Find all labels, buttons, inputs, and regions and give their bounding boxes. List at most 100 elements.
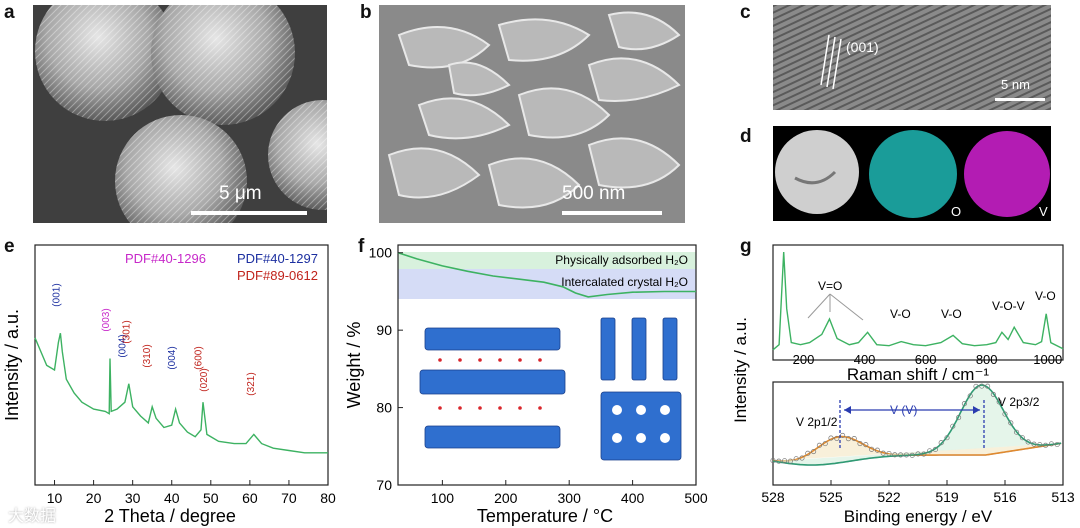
tga-chart: Physically adsorbed H₂O Intercalated cry… bbox=[345, 244, 708, 526]
panel-letter-c: c bbox=[740, 2, 751, 23]
xps-data-point bbox=[1054, 441, 1060, 448]
xps-data-point bbox=[1037, 442, 1043, 448]
xps-x-tick-label: 528 bbox=[761, 489, 785, 505]
xrd-x-tick-label: 50 bbox=[203, 490, 219, 506]
sem-image-nanosheets: 500 nm bbox=[379, 5, 685, 223]
panel-letter-d: d bbox=[740, 126, 752, 147]
xps-data-point bbox=[822, 441, 828, 447]
tga-y-tick-label: 90 bbox=[376, 322, 392, 338]
tga-x-tick-label: 100 bbox=[431, 490, 455, 506]
xrd-legend-3: PDF#89-0612 bbox=[237, 268, 318, 283]
raman-label-v-o-double: V=O bbox=[818, 279, 842, 293]
xrd-x-tick-label: 30 bbox=[125, 490, 141, 506]
raman-label-v-o-1: V-O bbox=[890, 307, 911, 321]
scale-bar-label-b: 500 nm bbox=[562, 183, 626, 204]
xps-x-tick-label: 516 bbox=[993, 489, 1017, 505]
raman-x-axis-label: Raman shift / cm⁻¹ bbox=[847, 365, 990, 384]
tga-y-tick-label: 100 bbox=[369, 245, 393, 261]
xps-data-point bbox=[886, 450, 892, 457]
xps-data-point bbox=[787, 458, 793, 464]
raman-series-line bbox=[772, 251, 1064, 351]
tga-band-intercalated bbox=[398, 269, 696, 299]
g-y-axis-label: Intensity / a.u. bbox=[731, 317, 750, 423]
panel-letter-e: e bbox=[4, 236, 15, 257]
xrd-peak-label: (321) bbox=[246, 372, 257, 395]
xps-data-point bbox=[776, 458, 782, 464]
xps-data-point bbox=[880, 450, 886, 456]
xps-data-point bbox=[845, 436, 851, 442]
tga-band-label-2: Intercalated crystal H₂O bbox=[561, 275, 688, 289]
raman-label-v-o-2: V-O bbox=[941, 307, 962, 321]
xps-label-2p32: V 2p3/2 bbox=[998, 395, 1040, 409]
xps-data-point bbox=[1031, 441, 1037, 447]
panel-letter-a: a bbox=[4, 2, 15, 23]
tga-x-tick-label: 300 bbox=[558, 490, 582, 506]
xps-data-point bbox=[944, 435, 950, 441]
xps-data-point bbox=[869, 446, 875, 452]
xps-data-point bbox=[1008, 420, 1014, 426]
tga-x-axis-label: Temperature / °C bbox=[477, 506, 613, 526]
crystal-structure-inset-right bbox=[600, 317, 682, 461]
scale-bar-label-a: 5 μm bbox=[219, 183, 262, 204]
xps-data-point bbox=[1002, 411, 1008, 417]
xps-data-point bbox=[863, 442, 869, 448]
xps-data-point bbox=[828, 435, 834, 441]
raman-label-v-o-3: V-O bbox=[1035, 289, 1056, 303]
eds-maps: O V bbox=[773, 126, 1051, 221]
xrd-chart: (001)(003)(004)(301)(310) (004) (600)(020)… bbox=[2, 244, 336, 526]
xps-data-point bbox=[990, 391, 996, 397]
xps-peak-2p32 bbox=[772, 384, 1062, 466]
xps-data-point bbox=[799, 455, 805, 461]
xps-data-point bbox=[1025, 439, 1031, 445]
scale-bar-label-c: 5 nm bbox=[1001, 77, 1030, 92]
xrd-peak-label: (004) bbox=[118, 334, 129, 357]
xps-data-point bbox=[898, 452, 904, 458]
raman-plot-frame bbox=[772, 244, 1064, 361]
tga-band-label-1: Physically adsorbed H₂O bbox=[555, 253, 688, 267]
tga-x-tick-label: 200 bbox=[494, 490, 518, 506]
xps-data-point bbox=[921, 451, 927, 457]
panel-letter-b: b bbox=[360, 2, 372, 23]
xps-data-point bbox=[932, 446, 938, 453]
xps-data-point bbox=[1043, 442, 1049, 448]
xps-label-vv: V (V) bbox=[890, 403, 917, 417]
xps-data-point bbox=[961, 401, 967, 407]
xps-data-point bbox=[927, 448, 933, 454]
xps-x-tick-label: 513 bbox=[1051, 489, 1075, 505]
xps-data-point bbox=[874, 447, 880, 453]
xrd-x-tick-label: 60 bbox=[242, 490, 258, 506]
xps-data-point bbox=[857, 440, 863, 447]
raman-xps-chart: 200 400 600 800 1000 Raman shift / cm⁻¹ Inte… bbox=[731, 244, 1075, 526]
xrd-plot-frame bbox=[34, 244, 329, 486]
xps-data-point bbox=[973, 383, 979, 389]
tga-x-tick-label: 400 bbox=[621, 490, 645, 506]
xps-data-point bbox=[950, 423, 956, 429]
xps-data-point bbox=[811, 448, 817, 455]
xps-data-point bbox=[979, 383, 985, 389]
xps-data-point bbox=[1014, 429, 1020, 435]
tga-y-tick-label: 70 bbox=[376, 477, 392, 493]
raman-x-tick-label: 1000 bbox=[1033, 352, 1062, 367]
xrd-x-tick-label: 20 bbox=[86, 490, 102, 506]
xrd-peak-label: (310) bbox=[142, 344, 153, 367]
xrd-peak-label: (003) bbox=[101, 308, 112, 331]
crystal-structure-inset-left bbox=[419, 327, 566, 449]
xps-data-point bbox=[903, 452, 909, 458]
xrd-peak-label: (600) bbox=[193, 346, 204, 369]
tga-y-tick-label: 80 bbox=[376, 400, 392, 416]
xrd-peak-label: (020) bbox=[199, 368, 210, 391]
tga-band-physically-adsorbed bbox=[398, 252, 696, 269]
watermark: 大数据 bbox=[8, 508, 57, 525]
xps-data-point bbox=[938, 440, 944, 446]
raman-x-tick-label: 600 bbox=[915, 352, 937, 367]
xps-x-tick-label: 525 bbox=[819, 489, 843, 505]
xrd-y-axis-label: Intensity / a.u. bbox=[2, 309, 22, 421]
xps-data-point bbox=[1048, 441, 1054, 447]
xps-data-point bbox=[793, 456, 799, 462]
xps-data-point bbox=[985, 383, 991, 389]
xps-data-point bbox=[996, 399, 1002, 405]
xrd-x-tick-label: 70 bbox=[281, 490, 297, 506]
xrd-peak-label: (004) bbox=[167, 346, 178, 369]
xps-data-point bbox=[915, 451, 921, 457]
xrd-peak-label: (301) bbox=[122, 320, 133, 343]
